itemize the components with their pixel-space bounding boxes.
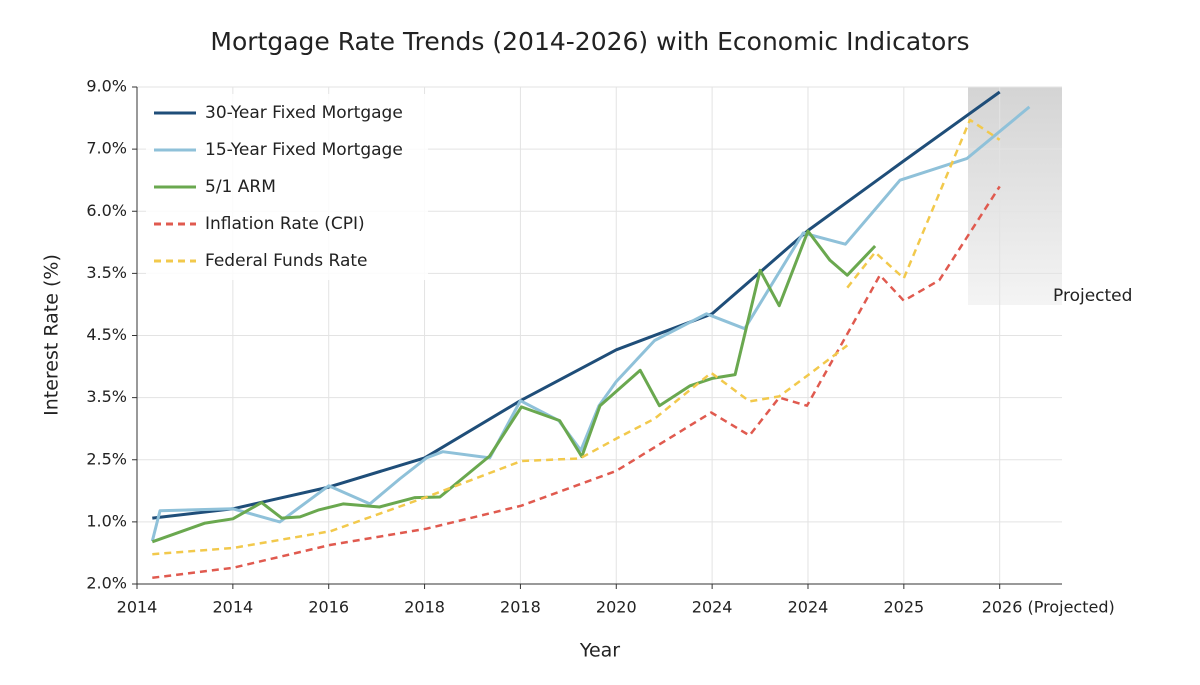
y-tick-label: 7.0% <box>86 139 127 158</box>
projection-shade <box>968 87 1062 305</box>
x-tick-label: 2024 <box>692 598 733 617</box>
x-tick-label: 2018 <box>500 598 541 617</box>
y-tick-label: 3.5% <box>86 263 127 282</box>
x-tick-label: 2018 <box>404 598 445 617</box>
y-tick-label: 1.0% <box>86 511 127 530</box>
series-line <box>152 118 1001 556</box>
chart-title: Mortgage Rate Trends (2014-2026) with Ec… <box>210 27 969 56</box>
x-tick-label: 2016 <box>308 598 349 617</box>
legend-label: Inflation Rate (CPI) <box>205 214 365 234</box>
legend-label: Federal Funds Rate <box>205 251 368 271</box>
x-tick-label: 2014 <box>117 598 158 617</box>
series-line <box>152 90 1001 520</box>
legend-label: 30-Year Fixed Mortgage <box>205 103 403 123</box>
legend-label: 15-Year Fixed Mortgage <box>205 140 403 160</box>
x-tick-label: 2025 <box>883 598 924 617</box>
y-tick-label: 3.5% <box>86 387 127 406</box>
y-tick-label: 4.5% <box>86 325 127 344</box>
series-line <box>151 229 877 544</box>
x-tick-label: 2026 (Projected) <box>982 598 1115 617</box>
y-tick-label: 9.0% <box>86 77 127 96</box>
y-axis-label: Interest Rate (%) <box>41 254 63 416</box>
x-tick-label: 2024 <box>788 598 829 617</box>
x-axis-label: Year <box>579 640 620 662</box>
y-tick-label: 2.0% <box>86 574 127 593</box>
x-tick-label: 2020 <box>596 598 637 617</box>
annotation: Projected <box>1053 286 1132 306</box>
y-tick-label: 2.5% <box>86 449 127 468</box>
x-tick-label: 2014 <box>212 598 253 617</box>
legend-label: 5/1 ARM <box>205 177 276 197</box>
y-tick-label: 6.0% <box>86 201 127 220</box>
